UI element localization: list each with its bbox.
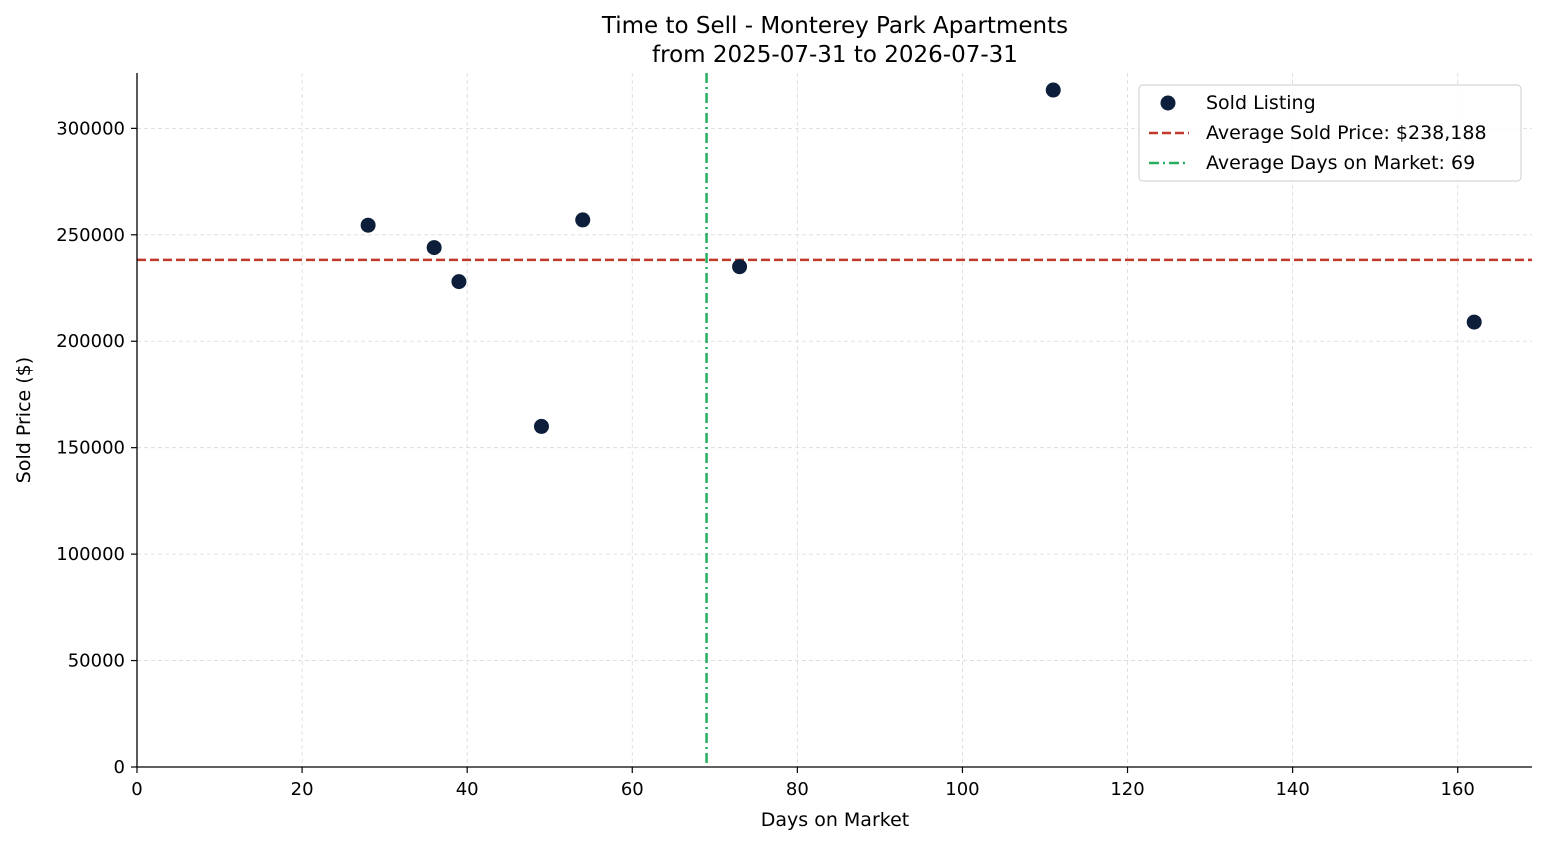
data-point [732, 259, 748, 275]
x-tick-label: 60 [621, 779, 644, 800]
y-tick-label: 0 [114, 757, 125, 778]
data-point [1466, 314, 1482, 330]
x-tick-label: 160 [1441, 779, 1475, 800]
legend-label-sold-listing: Sold Listing [1206, 92, 1316, 114]
axes [136, 73, 1532, 768]
x-axis-label: Days on Market [761, 809, 909, 831]
x-tick-label: 120 [1110, 779, 1144, 800]
legend-label-average-days: Average Days on Market: 69 [1206, 152, 1475, 174]
x-tick-label: 100 [945, 779, 979, 800]
x-tick-label: 20 [291, 779, 314, 800]
data-point [575, 212, 591, 228]
y-tick-label: 100000 [56, 544, 125, 565]
x-ticks: 0 20 40 60 80 100 120 140 160 [131, 767, 1475, 800]
y-tick-label: 150000 [56, 438, 125, 459]
y-tick-label: 50000 [68, 651, 125, 672]
y-ticks: 0 50000 100000 150000 200000 250000 300000 [56, 118, 137, 778]
x-tick-label: 80 [786, 779, 809, 800]
y-tick-label: 250000 [56, 225, 125, 246]
reference-lines [137, 73, 1532, 767]
grid [137, 73, 1532, 767]
x-tick-label: 0 [131, 779, 142, 800]
legend-marker-sold-listing [1160, 95, 1176, 111]
y-tick-label: 200000 [56, 331, 125, 352]
y-axis-label: Sold Price ($) [13, 357, 35, 483]
x-tick-label: 140 [1275, 779, 1309, 800]
chart-subtitle: from 2025-07-31 to 2026-07-31 [652, 42, 1018, 68]
data-point [360, 217, 376, 233]
data-point [451, 274, 467, 290]
data-point [533, 418, 549, 434]
y-tick-label: 300000 [56, 118, 125, 139]
chart-title: Time to Sell - Monterey Park Apartments [601, 13, 1068, 39]
legend: Sold Listing Average Sold Price: $238,18… [1138, 84, 1522, 182]
data-point [426, 240, 442, 256]
data-points [360, 82, 1482, 434]
legend-label-average-price: Average Sold Price: $238,188 [1206, 122, 1487, 144]
legend-box [1138, 84, 1522, 182]
x-tick-label: 40 [456, 779, 479, 800]
data-point [1045, 82, 1061, 98]
